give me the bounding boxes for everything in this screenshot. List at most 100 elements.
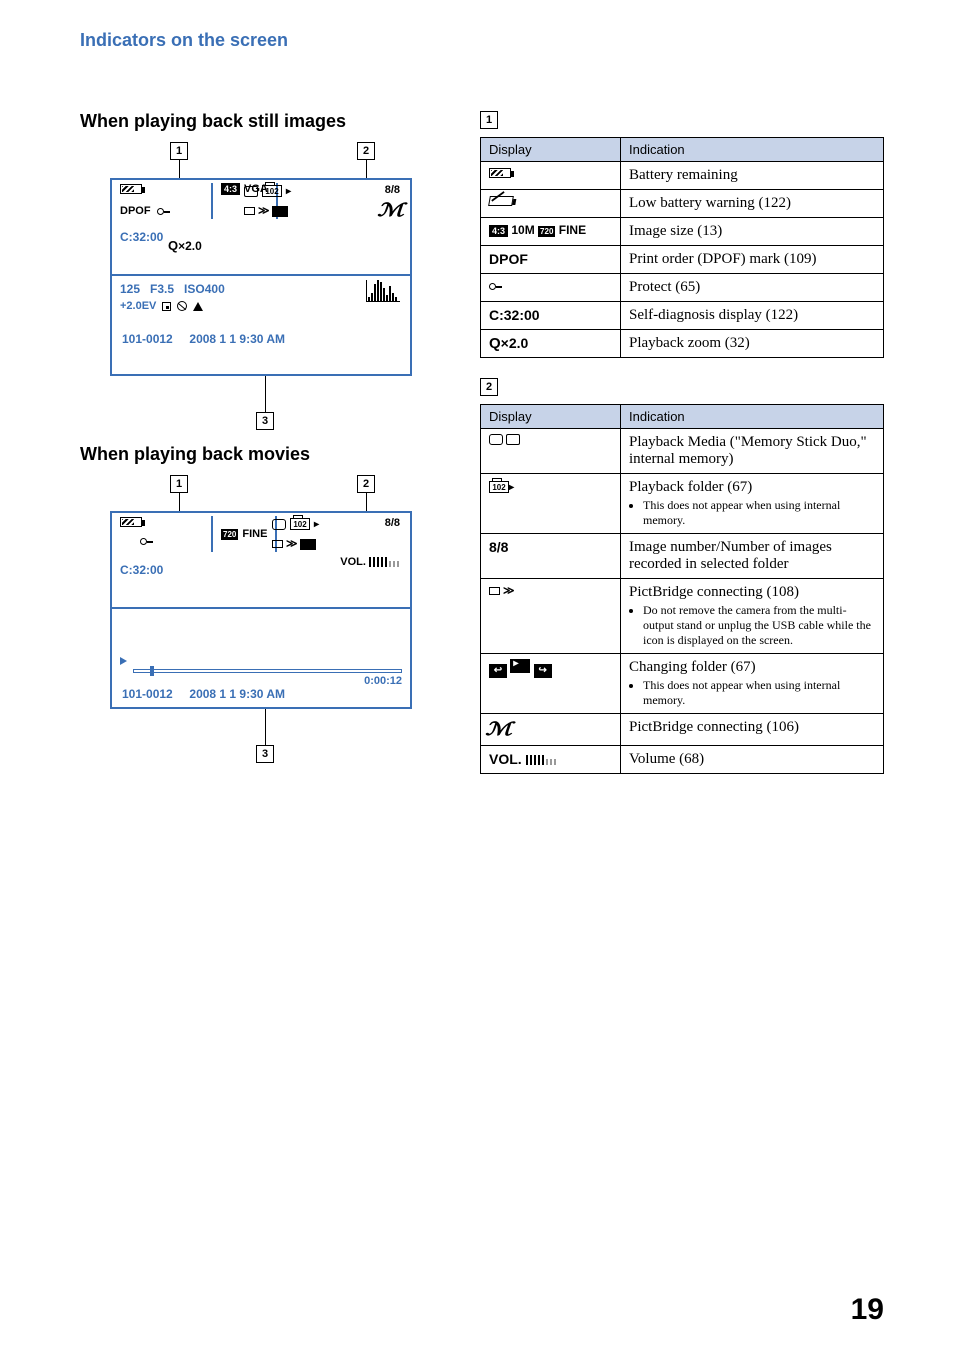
display-cell xyxy=(481,579,621,654)
counter-value: 8/8 xyxy=(381,184,400,196)
callout-num-1: 1 xyxy=(170,142,188,160)
page-header: Indicators on the screen xyxy=(80,30,884,51)
memory-stick-icon xyxy=(506,434,520,445)
callout-3: 3 xyxy=(110,376,420,430)
note-text: Do not remove the camera from the multi-… xyxy=(643,603,875,648)
display-cell xyxy=(481,429,621,474)
next-folder-icon: ↪ xyxy=(534,664,552,678)
callout-num-1m: 1 xyxy=(170,475,188,493)
iso-value: ISO400 xyxy=(184,282,225,296)
right-column: 1 Display Indication Battery remaining L… xyxy=(480,111,884,794)
prev-folder-icon: ↩ xyxy=(489,664,507,678)
indication-cell: Playback folder (67) This does not appea… xyxy=(621,474,884,534)
battery-remaining-icon xyxy=(489,168,511,178)
left-column: When playing back still images 1 2 xyxy=(80,111,450,794)
pictbridge-check-icon: ℳ xyxy=(485,719,512,740)
counter-value: 8/8 xyxy=(385,517,400,529)
folder-change-icon xyxy=(510,659,530,673)
display-cell: DPOF xyxy=(481,246,621,274)
recorded-date: 2008 1 1 9:30 AM xyxy=(189,687,285,701)
indication-cell: Image number/Number of images recorded i… xyxy=(621,534,884,579)
play-icon xyxy=(120,657,127,665)
page-number: 19 xyxy=(851,1293,884,1327)
flash-off-icon xyxy=(177,301,187,311)
indication-cell: PictBridge connecting (106) xyxy=(621,714,884,746)
internal-memory-icon xyxy=(272,519,286,530)
display-cell: C:32:00 xyxy=(481,302,621,330)
folder-icon: 102 xyxy=(262,185,282,197)
still-screen-region-2: 125 F3.5 ISO400 +2.0EV 101-0012 2008 1 xyxy=(112,276,410,374)
indication-cell: Image size (13) xyxy=(621,218,884,246)
th-indication: Indication xyxy=(621,405,884,429)
low-battery-icon xyxy=(488,196,514,206)
recorded-date: 2008 1 1 9:30 AM xyxy=(189,332,285,346)
folder-nav-icon xyxy=(272,206,288,217)
scene-icon xyxy=(193,302,203,311)
content-columns: When playing back still images 1 2 xyxy=(80,111,884,794)
pictbridge-check-icon: ℳ xyxy=(377,200,404,221)
image-counter: 8/8 ℳ xyxy=(381,184,400,221)
indication-cell: Battery remaining xyxy=(621,162,884,190)
volume-bars-icon xyxy=(369,557,399,567)
shutter-value: 125 xyxy=(120,282,140,296)
callout-num-2m: 2 xyxy=(357,475,375,493)
zoom-indicator: Q×2.0 xyxy=(168,238,202,253)
fine-text: FINE xyxy=(559,223,586,237)
volume-label: VOL. xyxy=(340,556,366,568)
movie-screen-region-2: 0:00:12 101-0012 2008 1 1 9:30 AM xyxy=(112,609,410,707)
memory-stick-icon xyxy=(244,186,258,197)
still-screen: 4:3 VGA 102▸ 8/8 ℳ DPOF xyxy=(110,178,412,376)
indication-cell: Playback zoom (32) xyxy=(621,330,884,358)
note-text: This does not appear when using internal… xyxy=(643,678,875,708)
still-diagram: 1 2 4:3 VGA xyxy=(110,142,420,430)
callout-2m: 2 xyxy=(357,475,375,511)
playback-time: 0:00:12 xyxy=(120,675,402,687)
display-cell: 4:3 10M 720 FINE xyxy=(481,218,621,246)
ev-value: +2.0EV xyxy=(120,300,156,312)
display-cell xyxy=(481,190,621,218)
indication-cell: Protect (65) xyxy=(621,274,884,302)
file-number: 101-0012 xyxy=(122,687,173,701)
callout-num-2: 2 xyxy=(357,142,375,160)
callout-num-3: 3 xyxy=(256,412,274,430)
volume-bars-icon xyxy=(526,755,556,765)
movie-screen: 720 FINE 102▸ 8/8 xyxy=(110,511,412,709)
display-cell: ↩ ↪ xyxy=(481,654,621,714)
callout-line xyxy=(366,160,367,178)
section-tag-1: 1 xyxy=(480,111,498,129)
indication-cell: Self-diagnosis display (122) xyxy=(621,302,884,330)
callout-line xyxy=(179,160,180,178)
th-display: Display xyxy=(481,405,621,429)
indication-cell: Changing folder (67) This does not appea… xyxy=(621,654,884,714)
movie-screen-region-1: 720 FINE 102▸ 8/8 xyxy=(110,511,412,609)
movie-size-720-badge: 720 xyxy=(221,529,238,540)
indication-cell: PictBridge connecting (108) Do not remov… xyxy=(621,579,884,654)
th-display: Display xyxy=(481,138,621,162)
callout-1: 1 xyxy=(170,142,188,178)
protect-key-icon xyxy=(140,538,147,545)
callout-num-3m: 3 xyxy=(256,745,274,763)
aspect-43-badge: 4:3 xyxy=(489,225,508,237)
still-screen-region-1: 4:3 VGA 102▸ 8/8 ℳ DPOF xyxy=(110,178,412,276)
internal-memory-icon xyxy=(489,434,503,445)
playback-folder-icon: 102 xyxy=(489,481,509,493)
battery-icon xyxy=(120,184,142,194)
display-cell: 8/8 xyxy=(481,534,621,579)
movie-counter: 8/8 xyxy=(385,517,400,529)
dpof-label: DPOF xyxy=(120,205,151,217)
self-diagnosis-code: C:32:00 xyxy=(120,230,163,244)
indication-cell: Playback Media ("Memory Stick Duo," inte… xyxy=(621,429,884,474)
pictbridge-connecting-icon xyxy=(244,207,255,215)
progress-knob xyxy=(150,666,154,676)
histogram-icon xyxy=(366,280,400,302)
display-cell: ℳ xyxy=(481,714,621,746)
file-number: 101-0012 xyxy=(122,332,173,346)
display-cell: VOL. xyxy=(481,746,621,774)
indication-cell: Print order (DPOF) mark (109) xyxy=(621,246,884,274)
still-playback-title: When playing back still images xyxy=(80,111,450,132)
pictbridge-connecting-icon xyxy=(489,587,500,595)
display-cell xyxy=(481,274,621,302)
fine-label: FINE xyxy=(242,528,267,540)
callout-2: 2 xyxy=(357,142,375,178)
section-tag-2: 2 xyxy=(480,378,498,396)
